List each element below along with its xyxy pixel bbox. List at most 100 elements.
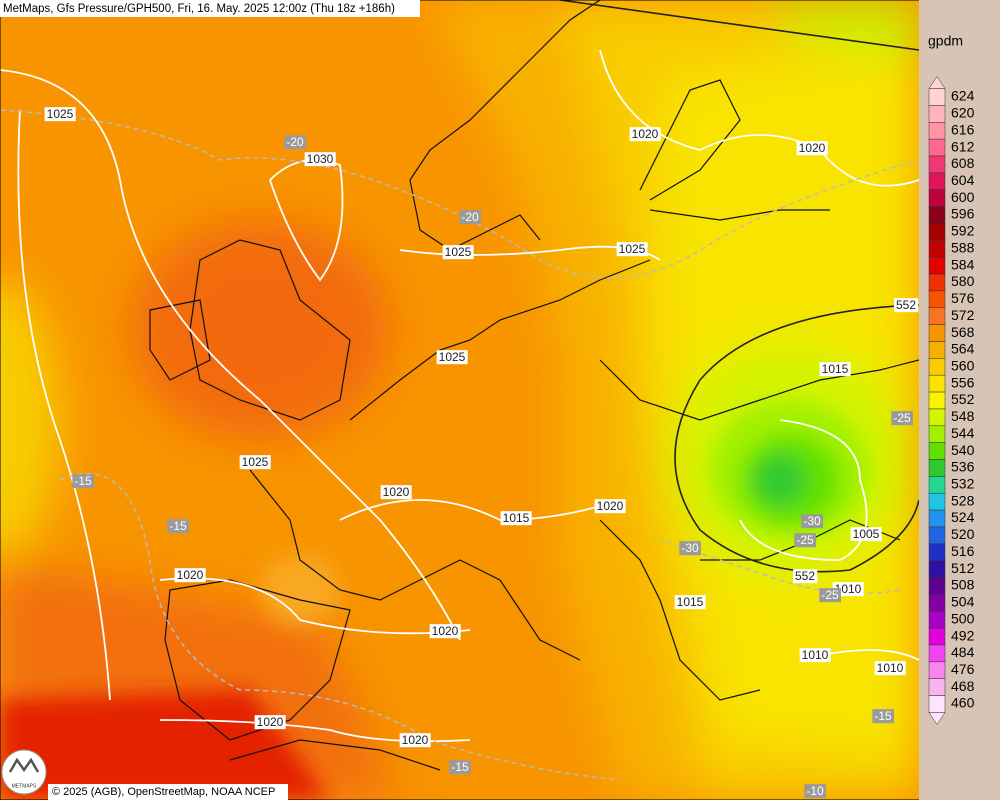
isobar-label: 1025 [47, 107, 74, 121]
legend-swatch [928, 189, 946, 207]
temperature-label: -30 [803, 514, 821, 528]
legend-label: 568 [951, 324, 975, 340]
legend-swatch [928, 358, 946, 376]
legend-label: 524 [951, 509, 975, 525]
legend-label: 516 [951, 543, 975, 559]
legend-swatch [928, 256, 946, 275]
legend-label: 580 [951, 273, 975, 289]
legend-label: 564 [951, 341, 975, 357]
temperature-label-bg [679, 541, 701, 556]
legend-label: 500 [951, 610, 975, 626]
legend-swatch [928, 611, 946, 629]
isobar-label: 1025 [242, 455, 269, 469]
legend-label: 548 [951, 408, 975, 424]
temperature-label: -15 [74, 474, 92, 488]
legend-swatch [928, 459, 946, 477]
isobar-label: 1020 [632, 127, 659, 141]
legend-label: 556 [951, 374, 975, 390]
legend-swatch [928, 577, 946, 595]
legend-label: 544 [951, 425, 975, 441]
isobar-label-bg [254, 715, 286, 730]
legend-label: 604 [951, 172, 975, 188]
isobar-label-bg [399, 733, 431, 748]
legend-swatch [928, 206, 946, 224]
legend-swatch [928, 594, 946, 612]
isobar-label-bg [629, 127, 661, 142]
legend-swatch [928, 408, 946, 427]
isobar-label-bg [442, 245, 474, 260]
temperature-label: -10 [806, 784, 824, 798]
legend-swatch [928, 138, 946, 157]
isobar-label: 1010 [835, 582, 862, 596]
temperature-label: -15 [451, 760, 469, 774]
legend-label: 620 [951, 105, 975, 121]
isobar-label: 1010 [802, 648, 829, 662]
legend-swatch [928, 695, 946, 713]
legend-swatch [928, 560, 946, 578]
legend-label: 592 [951, 223, 975, 239]
isobar-label-bg [616, 242, 648, 257]
isobar-label: 1015 [822, 362, 849, 376]
legend-swatch [928, 240, 946, 258]
legend-swatch [928, 273, 946, 292]
isobar-label: 1020 [257, 715, 284, 729]
legend-label: 532 [951, 476, 975, 492]
temperature-label: -15 [169, 519, 187, 533]
legend-label: 624 [951, 88, 975, 104]
temperature-label-bg [72, 474, 94, 489]
legend-swatch [928, 223, 946, 241]
isobar-label-bg [850, 527, 882, 542]
isobar-label-bg [239, 455, 271, 470]
legend-swatch [928, 155, 946, 174]
temperature-label-bg [167, 519, 189, 534]
isobar-label-bg [796, 141, 828, 156]
copyright: © 2025 (AGB), OpenStreetMap, NOAA NCEP [52, 786, 275, 798]
temperature-label-bg [459, 210, 481, 225]
legend-label: 608 [951, 155, 975, 171]
isobar-label-bg [304, 152, 336, 167]
legend-swatch [928, 526, 946, 545]
header-title: MetMaps, Gfs Pressure/GPH500, Fri, 16. M… [3, 3, 395, 15]
isobar-label-bg [436, 350, 468, 365]
legend-label: 460 [951, 695, 975, 711]
isobar-label-bg [429, 624, 461, 639]
legend-label: 584 [951, 256, 975, 272]
legend-swatch [928, 324, 946, 342]
legend-label: 476 [951, 661, 975, 677]
isobar-label: 1020 [177, 568, 204, 582]
legend-swatch [928, 661, 946, 679]
temperature-label-bg [872, 709, 894, 724]
legend-swatch [928, 122, 946, 140]
legend-label: 520 [951, 526, 975, 542]
temperature-label: -25 [796, 533, 814, 547]
isobar-label: 1020 [432, 624, 459, 638]
legend-label: 560 [951, 357, 975, 373]
legend-swatch [928, 391, 946, 410]
logo-text: METMAPS [12, 783, 37, 789]
legend: 6246206166126086046005965925885845805765… [928, 76, 975, 725]
legend-label: 468 [951, 678, 975, 694]
legend-swatch [928, 105, 946, 123]
legend-swatch [928, 678, 946, 696]
map-labels: 1025 1030 1020 1020 1025 1025 1025 1025 1020 1015… [44, 107, 919, 799]
legend-swatch [928, 509, 946, 528]
legend-swatch [928, 88, 946, 106]
height-label-bg [792, 569, 818, 584]
temperature-label: -20 [461, 210, 479, 224]
logo-mark [8, 757, 40, 773]
legend-swatch [928, 644, 946, 663]
isobar-label: 1025 [439, 350, 466, 364]
temperature-label-bg [891, 411, 913, 426]
legend-arrow-top [928, 76, 946, 89]
legend-label: 616 [951, 121, 975, 137]
temperature-label: -15 [874, 709, 892, 723]
legend-swatch [928, 425, 946, 443]
legend-arrow-bottom [928, 712, 946, 725]
map-field [0, 0, 919, 800]
isobar-label: 1020 [799, 141, 826, 155]
legend-swatch [928, 341, 946, 359]
legend-swatch [928, 172, 946, 190]
isobar-label: 1030 [307, 152, 334, 166]
temperature-label: -25 [821, 588, 839, 602]
legend-label: 484 [951, 644, 975, 660]
